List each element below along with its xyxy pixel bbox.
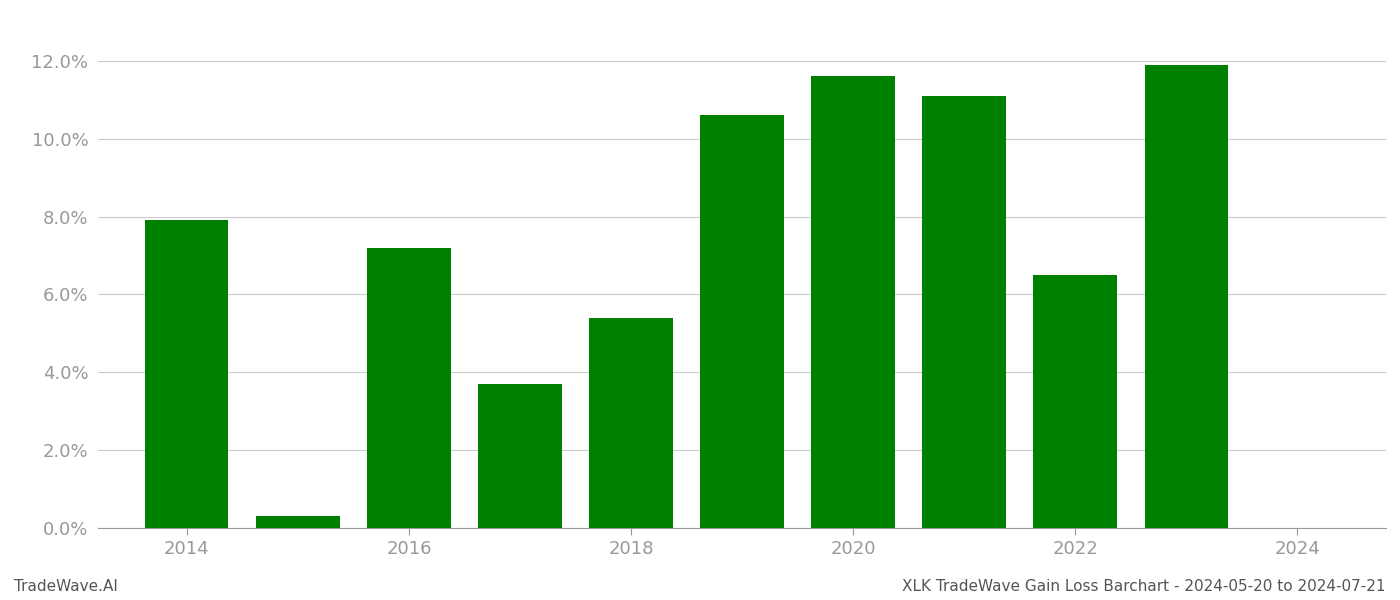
Bar [589, 318, 672, 528]
Bar [700, 115, 784, 528]
Bar [479, 384, 561, 528]
Text: XLK TradeWave Gain Loss Barchart - 2024-05-20 to 2024-07-21: XLK TradeWave Gain Loss Barchart - 2024-… [903, 579, 1386, 594]
Text: TradeWave.AI: TradeWave.AI [14, 579, 118, 594]
Bar [1145, 65, 1228, 528]
Bar [923, 96, 1005, 528]
Bar [1033, 275, 1117, 528]
Bar [367, 248, 451, 528]
Bar [256, 517, 340, 528]
Bar [812, 76, 895, 528]
Bar [146, 220, 228, 528]
